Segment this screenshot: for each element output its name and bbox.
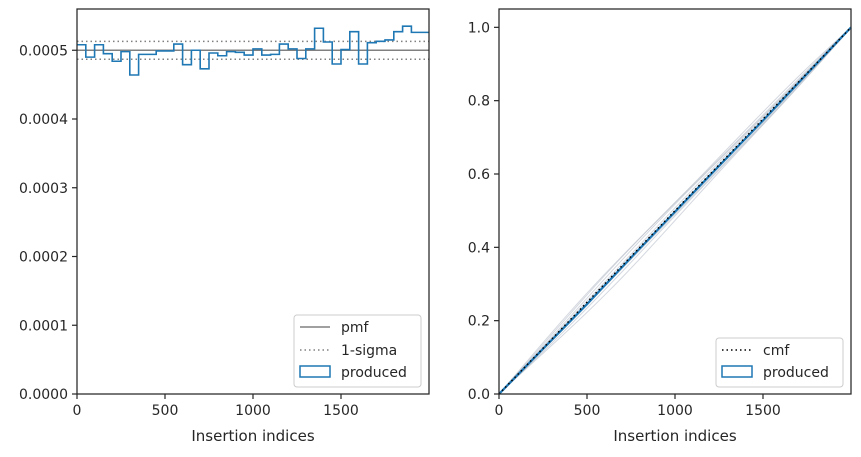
left-legend: pmf 1-sigma produced <box>293 314 422 388</box>
right-ytick-label: 0.0 <box>468 387 490 403</box>
legend-produced-label: produced <box>341 365 407 381</box>
right-ytick-label: 0.2 <box>468 314 490 330</box>
right-legend-box <box>715 337 844 388</box>
left-ytick-label: 0.0005 <box>19 43 68 59</box>
legend-cmf-label: cmf <box>763 343 790 359</box>
left-ytick-label: 0.0000 <box>19 387 68 403</box>
produced-histogram <box>77 25 429 76</box>
left-plot-area <box>77 25 429 76</box>
left-ytick-label: 0.0002 <box>19 250 68 266</box>
right-panel: 0 500 1000 1500 0.0 0.2 0.4 0.6 0.8 1.0 Insertio… <box>468 8 852 445</box>
legend-produced-label-right: produced <box>763 365 829 381</box>
right-xlabel: Insertion indices <box>613 427 736 445</box>
legend-sigma-label: 1-sigma <box>341 343 397 359</box>
right-xtick-label: 500 <box>574 403 601 419</box>
right-ytick-label: 0.6 <box>468 167 490 183</box>
right-ytick-label: 1.0 <box>468 20 490 36</box>
right-legend: cmf produced <box>715 337 844 388</box>
legend-produced-swatch <box>299 365 331 378</box>
produced-cdf-line <box>498 26 852 395</box>
right-x-ticks: 0 500 1000 1500 <box>495 394 781 419</box>
left-ytick-label: 0.0001 <box>19 318 68 334</box>
right-y-ticks: 0.0 0.2 0.4 0.6 0.8 1.0 <box>468 20 499 403</box>
right-plot-area <box>498 26 852 395</box>
right-ytick-label: 0.8 <box>468 94 490 110</box>
right-xtick-label: 0 <box>495 403 504 419</box>
sample-band <box>498 26 852 395</box>
legend-produced-swatch-right <box>721 365 753 378</box>
left-y-ticks: 0.0000 0.0001 0.0002 0.0003 0.0004 0.0005 <box>19 43 77 403</box>
right-xtick-label: 1500 <box>745 403 781 419</box>
sample-band <box>498 27 852 395</box>
right-ytick-label: 0.4 <box>468 240 490 256</box>
sample-band <box>498 26 852 395</box>
left-xtick-label: 500 <box>152 403 179 419</box>
left-xtick-label: 0 <box>73 403 82 419</box>
left-x-ticks: 0 500 1000 1500 <box>73 394 359 419</box>
left-xtick-label: 1000 <box>235 403 271 419</box>
left-panel: 0 500 1000 1500 0.00000.00010.00020.00030.0… <box>19 8 430 445</box>
left-xtick-label: 1500 <box>323 403 359 419</box>
right-xtick-label: 1000 <box>657 403 693 419</box>
legend-pmf-label: pmf <box>341 320 370 336</box>
left-ytick-label: 0.0003 <box>19 181 68 197</box>
cmf-line <box>498 26 852 395</box>
left-ytick-label: 0.0004 <box>19 112 68 128</box>
left-legend-box <box>293 314 422 388</box>
left-xlabel: Insertion indices <box>191 427 314 445</box>
